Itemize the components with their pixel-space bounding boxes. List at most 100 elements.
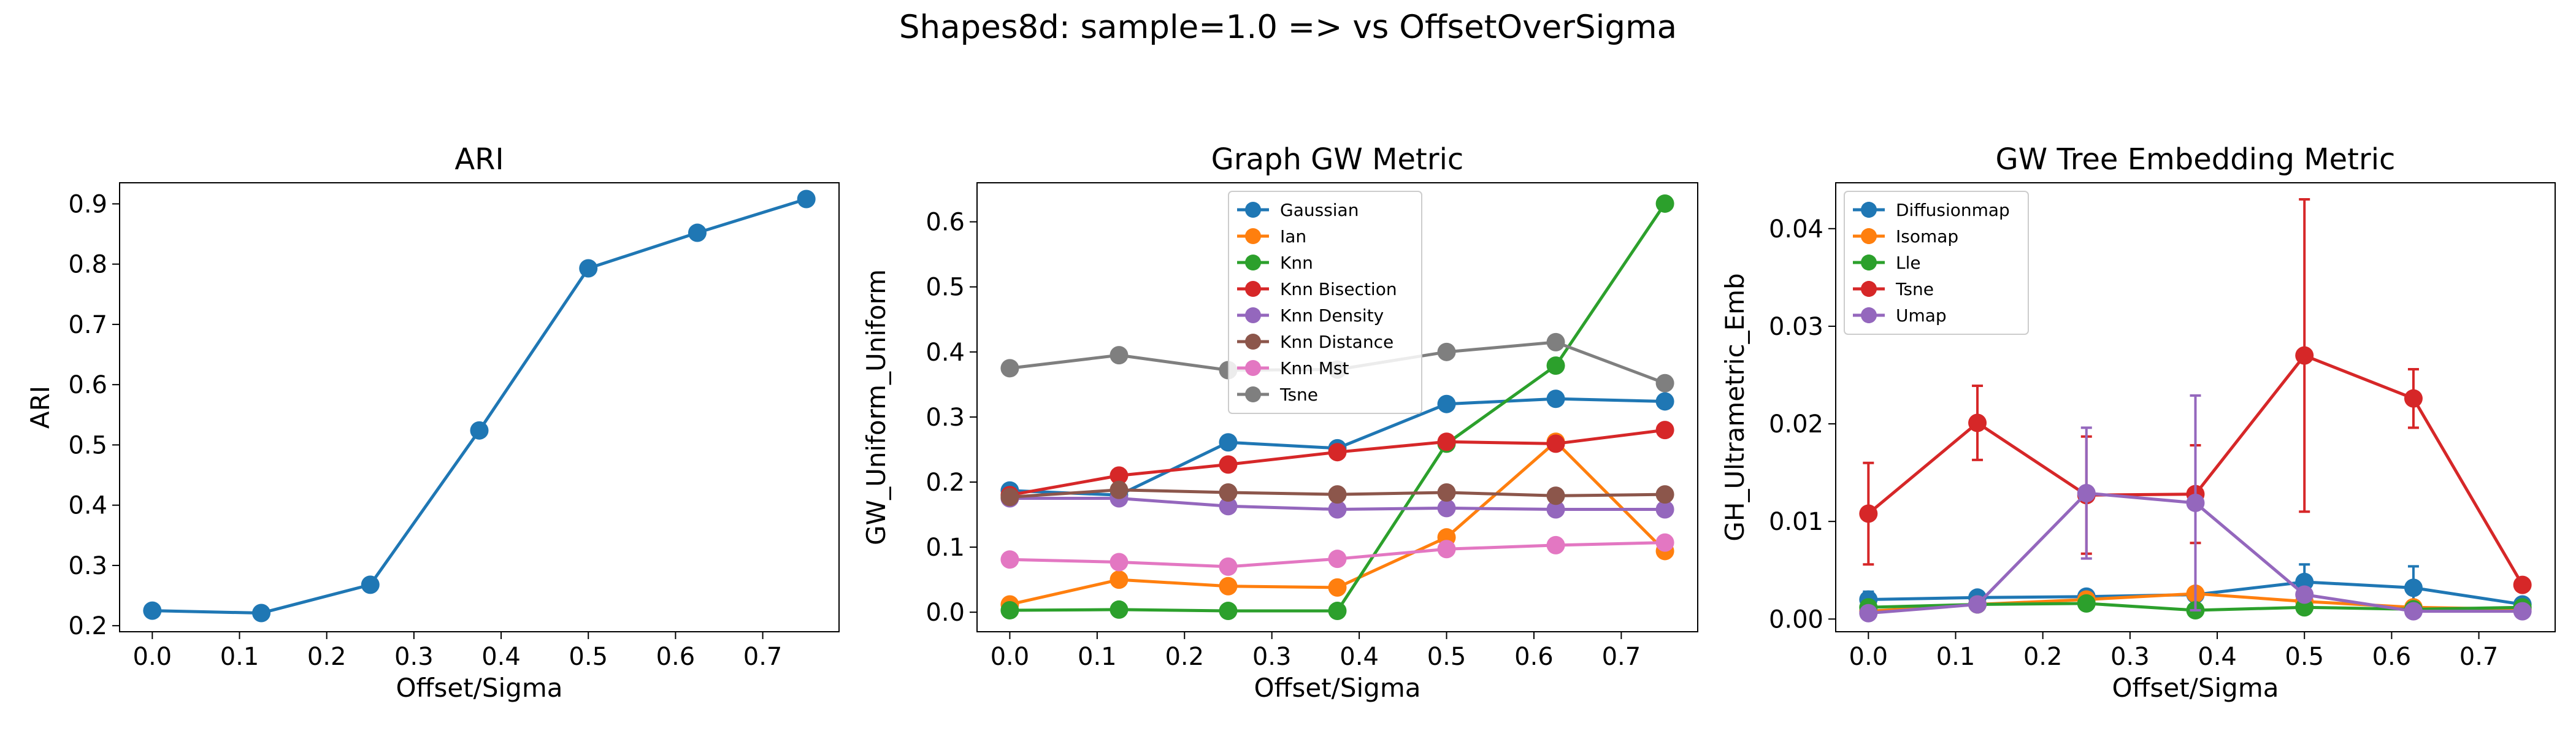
legend-swatch-marker [1245, 360, 1261, 376]
data-point [1437, 540, 1456, 559]
chart-title: GW Tree Embedding Metric [1996, 142, 2396, 177]
data-point [1655, 392, 1674, 411]
legend-swatch-marker [1245, 281, 1261, 297]
x-tick-label: 0.3 [394, 643, 434, 671]
data-point [1110, 346, 1129, 365]
data-point [1110, 570, 1129, 589]
data-point [1110, 480, 1129, 499]
x-tick-label: 0.7 [743, 643, 783, 671]
data-point [1655, 500, 1674, 519]
series-knn [1000, 194, 1674, 621]
legend-box [1228, 191, 1422, 414]
y-axis-label: GW_Uniform_Uniform [861, 269, 891, 545]
legend-swatch-marker [1245, 202, 1261, 218]
x-tick-label: 0.4 [2198, 643, 2237, 671]
x-tick-label: 0.6 [656, 643, 696, 671]
data-point [1859, 504, 1878, 523]
data-point [1328, 602, 1347, 621]
data-point [1219, 483, 1238, 502]
x-tick-label: 0.5 [569, 643, 608, 671]
x-tick-label: 0.0 [133, 643, 172, 671]
data-point [1110, 553, 1129, 572]
y-tick-label: 0.4 [68, 492, 107, 520]
legend-label: Knn Mst [1280, 358, 1349, 378]
data-point [1219, 557, 1238, 576]
data-point [1219, 455, 1238, 474]
data-point [1546, 500, 1565, 519]
x-tick-label: 0.5 [2285, 643, 2324, 671]
legend-label: Knn [1280, 253, 1313, 273]
data-point [1000, 600, 1019, 619]
x-tick-label: 0.4 [1340, 643, 1379, 671]
axes-frame [976, 182, 1698, 632]
data-point [797, 190, 816, 209]
data-point [1219, 433, 1238, 452]
x-axis-label: Offset/Sigma [2112, 673, 2279, 703]
legend-swatch-marker [1861, 255, 1877, 270]
y-tick-label: 0.04 [1769, 215, 1823, 243]
data-point [470, 421, 489, 440]
y-tick-label: 0.9 [68, 190, 107, 218]
legend-label: Umap [1896, 305, 1947, 326]
legend-swatch-marker [1861, 228, 1877, 244]
data-point [1968, 595, 1987, 614]
data-point [2077, 484, 2096, 503]
axes-frame [1835, 182, 2556, 632]
data-point [1110, 600, 1129, 619]
legend-swatch-marker [1245, 228, 1261, 244]
series-umap [1859, 394, 2532, 623]
chart-title: ARI [454, 142, 504, 177]
data-point [2513, 602, 2532, 621]
x-tick-label: 0.2 [2023, 643, 2063, 671]
data-point [143, 601, 162, 620]
legend-swatch-marker [1245, 386, 1261, 402]
data-point [1546, 535, 1565, 554]
data-point [1655, 421, 1674, 440]
x-tick-label: 0.6 [2372, 643, 2412, 671]
data-point [1546, 389, 1565, 408]
y-tick-label: 0.0 [926, 599, 965, 627]
data-point [1859, 604, 1878, 623]
series-knn-mst [1000, 533, 1674, 576]
y-tick-label: 0.6 [68, 371, 107, 399]
x-axis-label: Offset/Sigma [1254, 673, 1421, 703]
data-point [2295, 585, 2314, 604]
data-point [1437, 483, 1456, 502]
data-point [1546, 486, 1565, 505]
data-point [1655, 533, 1674, 552]
y-tick-label: 0.01 [1769, 508, 1823, 536]
x-tick-label: 0.2 [307, 643, 347, 671]
data-point [688, 223, 707, 242]
data-point [2295, 572, 2314, 591]
y-axis-label: ARI [25, 386, 55, 429]
x-tick-label: 0.6 [1514, 643, 1554, 671]
data-point [579, 259, 598, 278]
data-point [1000, 488, 1019, 507]
data-point [1655, 485, 1674, 504]
legend-label: Tsne [1279, 385, 1318, 405]
data-point [1219, 602, 1238, 621]
data-point [2404, 602, 2423, 621]
data-point [2404, 578, 2423, 597]
y-tick-label: 0.00 [1769, 605, 1823, 634]
x-tick-label: 0.2 [1165, 643, 1204, 671]
data-point [1437, 394, 1456, 413]
legend: Diffusionmap Isomap Lle Tsne Umap [1844, 191, 2029, 335]
y-tick-label: 0.03 [1769, 313, 1823, 341]
data-point [1655, 374, 1674, 393]
data-point [1437, 499, 1456, 518]
chart-panel-1: ARI 0.0 0.1 0.2 0.3 0.4 0.5 0.6 0.7 0.2 0.3 0.4 0.5 0… [25, 142, 840, 703]
series-knn-distance [1000, 480, 1674, 507]
series-1 [143, 190, 816, 623]
axes-frame [119, 182, 840, 632]
legend: Gaussian Ian Knn Knn Bisection Knn Density Kn… [1228, 191, 1422, 414]
chart-panel-3: GW Tree Embedding Metric 0.0 0.1 0.2 0.3 0.4 0… [1720, 142, 2556, 703]
y-tick-label: 0.3 [926, 404, 965, 432]
y-tick-label: 0.8 [68, 251, 107, 279]
x-tick-label: 0.3 [1252, 643, 1292, 671]
data-point [1328, 578, 1347, 597]
data-point [2404, 389, 2423, 408]
y-tick-label: 0.5 [926, 274, 965, 302]
y-axis-label: GH_Ultrametric_Emb [1720, 273, 1750, 541]
